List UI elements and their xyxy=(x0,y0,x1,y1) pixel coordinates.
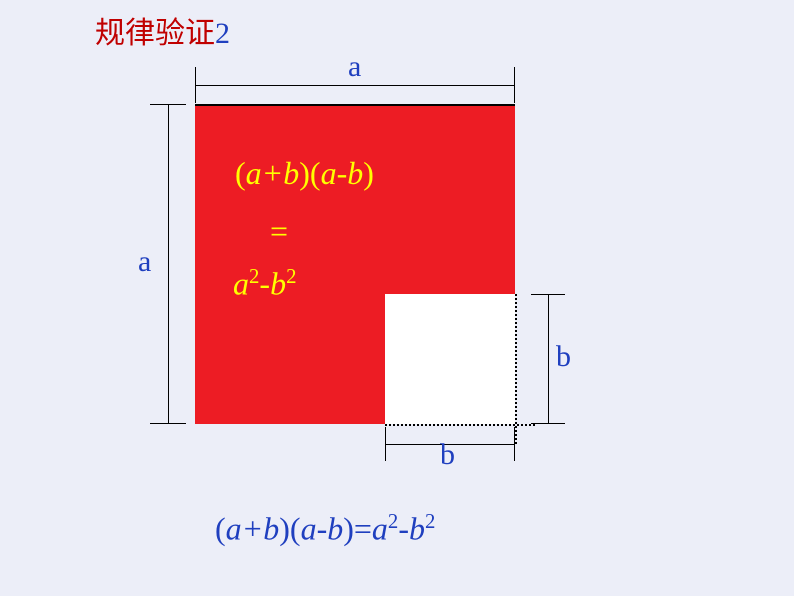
formula-inner-line3: a2-b2 xyxy=(233,265,296,303)
dim-right-line xyxy=(548,294,549,424)
label-b-bottom: b xyxy=(440,438,455,472)
dim-bottom-tick-left xyxy=(385,427,386,461)
dim-right-tick-top xyxy=(531,294,565,295)
dim-right-tick-bottom xyxy=(531,423,565,424)
dim-left-tick-bottom xyxy=(150,423,186,424)
dim-top-tick-right xyxy=(514,67,515,103)
cutout-square xyxy=(385,294,515,424)
title-number: 2 xyxy=(215,17,230,50)
dim-top-tick-left xyxy=(195,67,196,103)
dim-left-line xyxy=(168,104,169,424)
label-a-left: a xyxy=(138,245,151,279)
formula-bottom: (a+b)(a-b)=a2-b2 xyxy=(215,510,435,548)
label-b-right: b xyxy=(556,340,571,374)
dim-bottom-tick-right xyxy=(514,427,515,461)
dim-top-line xyxy=(195,85,515,86)
page-title: 规律验证2 xyxy=(95,8,230,52)
formula-inner-line1: (a+b)(a-b) xyxy=(235,155,374,192)
title-chinese: 规律验证 xyxy=(95,17,215,50)
formula-inner-eq: = xyxy=(270,213,288,250)
dim-left-tick-top xyxy=(150,104,186,105)
dotted-right xyxy=(515,294,517,444)
label-a-top: a xyxy=(348,50,361,84)
dotted-bottom xyxy=(385,424,535,426)
